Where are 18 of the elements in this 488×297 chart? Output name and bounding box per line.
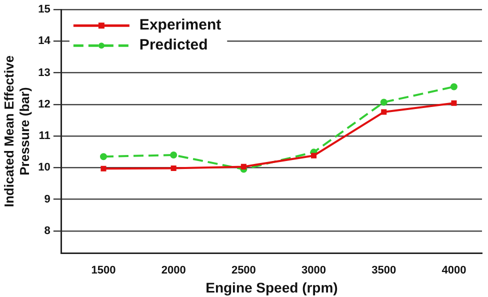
y-tick-label: 11 (38, 130, 50, 142)
y-axis-title: Indicated Mean Effective Pressure (bar) (1, 55, 32, 208)
y-tick-label: 9 (44, 193, 50, 206)
x-tick-label: 2500 (231, 264, 256, 277)
y-tick-label: 12 (38, 98, 50, 110)
x-tick-label: 4000 (442, 264, 466, 277)
x-tick-label: 3000 (302, 264, 326, 277)
legend-label: Experiment (139, 16, 222, 34)
x-tick-label: 2000 (161, 264, 186, 277)
legend-label: Predicted (139, 36, 208, 54)
x-axis-title: Engine Speed (rpm) (206, 279, 338, 296)
y-tick-label: 15 (38, 4, 50, 16)
y-tick-label: 14 (38, 35, 52, 48)
y-tick-label: 10 (38, 162, 50, 174)
y-tick-label: 13 (38, 66, 50, 79)
x-tick-label: 3500 (372, 264, 396, 277)
y-tick-label: 8 (44, 224, 50, 237)
x-tick-label: 1500 (91, 264, 116, 277)
